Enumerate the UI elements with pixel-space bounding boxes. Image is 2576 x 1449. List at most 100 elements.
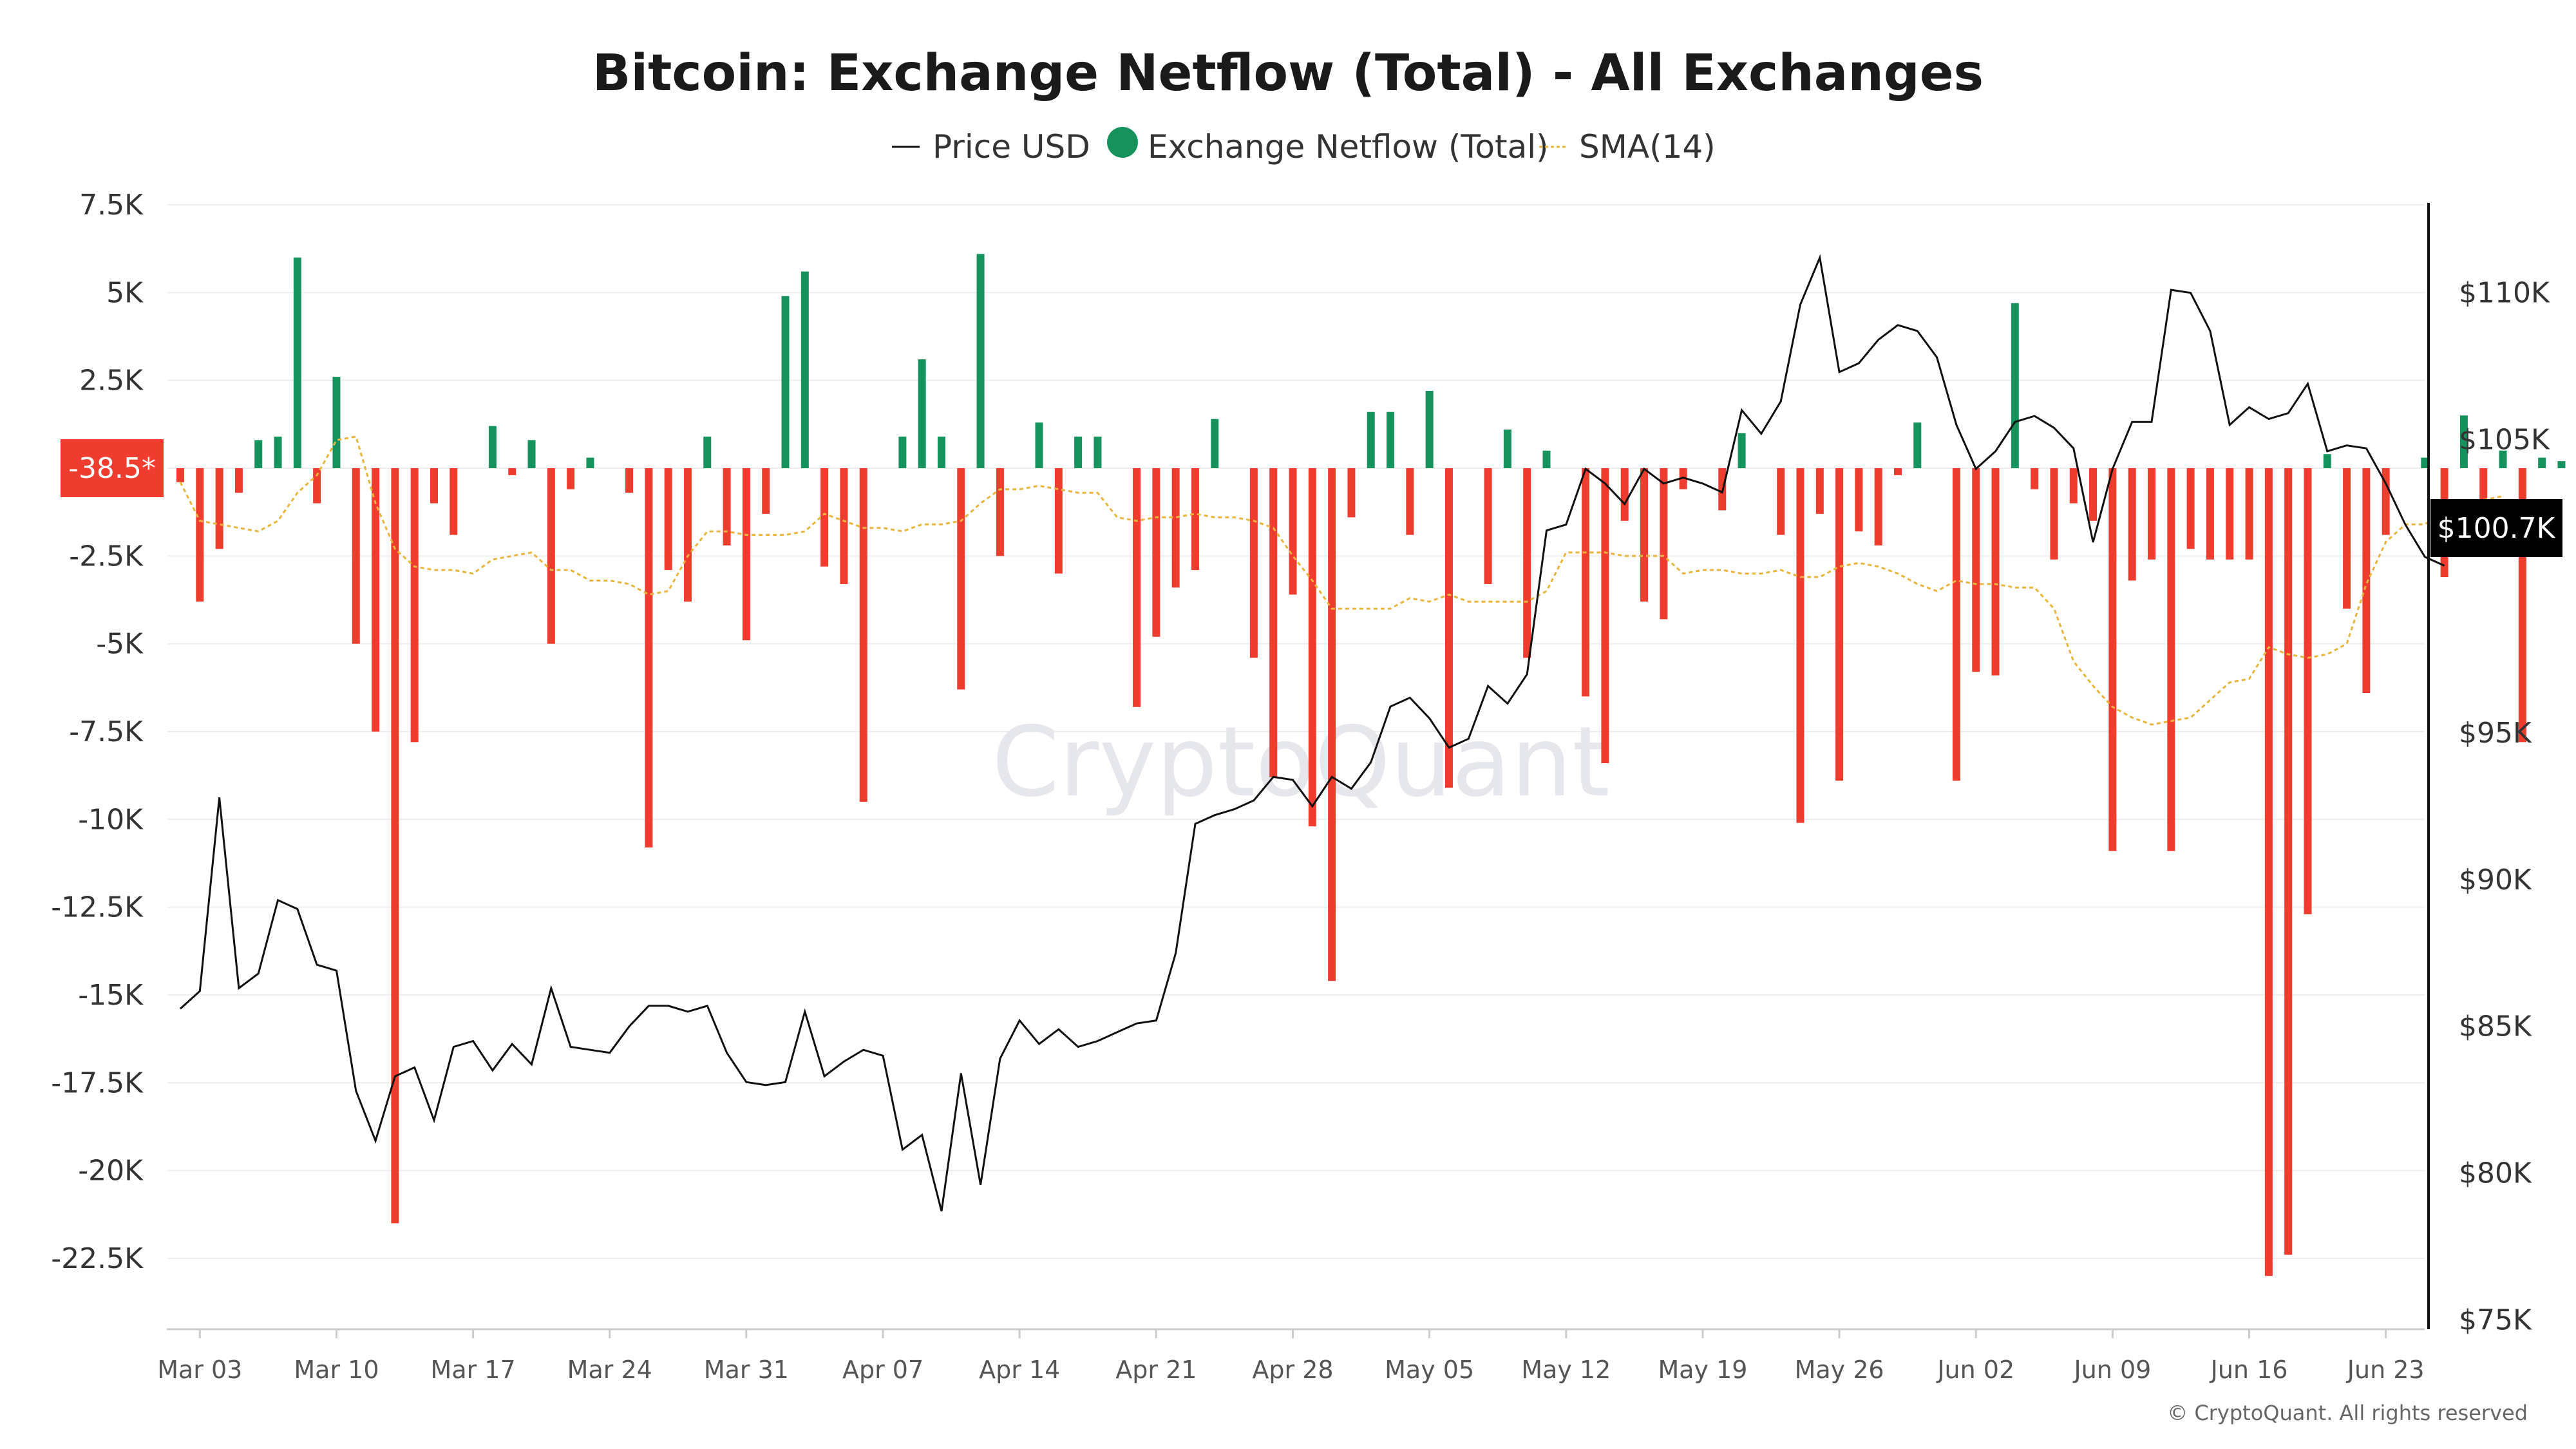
right-tick-label: $105K (2459, 423, 2550, 456)
netflow-bar-negative (1133, 468, 1141, 707)
netflow-bar-negative (840, 468, 848, 584)
netflow-bar-negative (313, 468, 321, 504)
left-tick-label: -17.5K (51, 1066, 144, 1099)
legend-label-price: Price USD (933, 128, 1090, 166)
netflow-bar-positive (2499, 450, 2507, 468)
price-badge: $100.7K (2430, 499, 2562, 557)
legend-item-price[interactable]: Price USD (892, 128, 1090, 166)
netflow-bar-positive (1503, 430, 1511, 468)
netflow-bar-negative (2206, 468, 2214, 560)
netflow-bar-negative (2284, 468, 2293, 1255)
left-axis-labels: 7.5K 5K 2.5K -2.5K -5K -7.5K -10K -12.5K -15K -17… (51, 189, 144, 1275)
x-tick-label: Mar 17 (431, 1356, 516, 1384)
netflow-bar-negative (2382, 468, 2390, 535)
x-tick-label: May 19 (1658, 1356, 1747, 1384)
netflow-bar-positive (1211, 419, 1219, 468)
left-tick-label: 2.5K (79, 365, 144, 397)
netflow-bar-negative (2245, 468, 2253, 560)
left-tick-label: 7.5K (79, 189, 144, 222)
x-tick-label: Apr 21 (1115, 1356, 1197, 1384)
netflow-bar-positive (898, 436, 907, 468)
netflow-bar-negative (1835, 468, 1844, 781)
netflow-bar-negative (547, 468, 555, 644)
x-tick-label: Mar 03 (157, 1356, 242, 1384)
netflow-bar-negative (430, 468, 438, 504)
netflow-bar-negative (1796, 468, 1804, 823)
netflow-bar-negative (1406, 468, 1414, 535)
x-tick-label: May 26 (1795, 1356, 1884, 1384)
netflow-bar-negative (1640, 468, 1649, 602)
netflow-bar-negative (508, 468, 516, 475)
netflow-bar-positive (703, 436, 712, 468)
x-tick-label: Apr 14 (979, 1356, 1060, 1384)
sma-line (179, 435, 2503, 726)
netflow-bar-negative (391, 468, 399, 1224)
x-axis-labels: Mar 03 Mar 10 Mar 17 Mar 24 Mar 31 Apr 07 Apr … (157, 1329, 2425, 1384)
netflow-bar-positive (1387, 412, 1395, 468)
netflow-bar-positive (976, 254, 985, 468)
netflow-bar-negative (2264, 468, 2273, 1276)
netflow-bar-negative (683, 468, 692, 602)
legend-item-netflow[interactable]: Exchange Netflow (Total) (1107, 127, 1549, 166)
left-tick-label: -5K (96, 628, 144, 661)
netflow-bar-positive (918, 359, 926, 468)
netflow-bar-negative (2128, 468, 2136, 581)
right-tick-label: $85K (2459, 1010, 2532, 1043)
netflow-bar-positive (2011, 303, 2019, 468)
left-tick-label: -20K (78, 1155, 144, 1188)
netflow-bar-negative (1523, 468, 1531, 658)
netflow-bar-negative (234, 468, 243, 493)
netflow-bar-negative (1815, 468, 1824, 514)
x-tick-label: Apr 28 (1252, 1356, 1333, 1384)
x-tick-label: Mar 10 (294, 1356, 379, 1384)
netflow-bar-negative (2167, 468, 2175, 851)
netflow-bar-negative (820, 468, 829, 567)
zero-badge: -38.5* (61, 439, 164, 497)
netflow-bar-negative (1582, 468, 1590, 697)
netflow-bar-negative (410, 468, 419, 743)
right-tick-label: $110K (2459, 277, 2550, 310)
x-tick-label: Jun 16 (2210, 1356, 2288, 1384)
netflow-legend-swatch (1107, 127, 1138, 158)
netflow-bar-negative (196, 468, 204, 602)
netflow-bar-negative (2108, 468, 2117, 851)
chart-title: Bitcoin: Exchange Netflow (Total) - All … (592, 44, 1984, 102)
x-tick-label: Mar 31 (704, 1356, 789, 1384)
netflow-bar-negative (215, 468, 223, 549)
netflow-bar-negative (664, 468, 672, 571)
zero-badge-label: -38.5* (68, 452, 156, 485)
netflow-bar-negative (1054, 468, 1063, 574)
netflow-bar-positive (1367, 412, 1375, 468)
x-tick-label: Jun 09 (2072, 1356, 2151, 1384)
netflow-bar-negative (1991, 468, 2000, 676)
right-axis-labels: $110K $105K $95K $90K $85K $80K $75K (2459, 277, 2550, 1337)
netflow-bar-negative (2186, 468, 2195, 549)
netflow-bar-negative (1328, 468, 1336, 981)
right-tick-label: $80K (2459, 1157, 2532, 1190)
netflow-bar-positive (937, 436, 945, 468)
x-tick-label: Mar 24 (567, 1356, 652, 1384)
netflow-bar-negative (372, 468, 380, 732)
x-tick-label: Jun 23 (2346, 1356, 2425, 1384)
netflow-bar-positive (1094, 436, 1102, 468)
netflow-bar-negative (957, 468, 965, 690)
netflow-bar-positive (1035, 422, 1043, 468)
netflow-bar-negative (176, 468, 184, 482)
netflow-bar-positive (1542, 450, 1551, 468)
netflow-bar-positive (2557, 461, 2566, 468)
x-tick-label: May 05 (1385, 1356, 1474, 1384)
netflow-bar-negative (450, 468, 458, 535)
netflow-bar-negative (1347, 468, 1356, 518)
netflow-bar-positive (274, 436, 282, 468)
left-tick-label: -7.5K (69, 715, 144, 748)
netflow-bar-negative (1484, 468, 1492, 584)
netflow-bar-negative (762, 468, 770, 514)
legend-item-sma[interactable]: SMA(14) (1539, 128, 1716, 166)
netflow-bar-negative (859, 468, 867, 802)
netflow-bar-negative (723, 468, 731, 545)
netflow-bar-positive (1074, 436, 1083, 468)
axes (167, 203, 2430, 1331)
netflow-bar-positive (293, 257, 301, 468)
netflow-bar-negative (1660, 468, 1668, 620)
netflow-bar-negative (1972, 468, 1980, 672)
